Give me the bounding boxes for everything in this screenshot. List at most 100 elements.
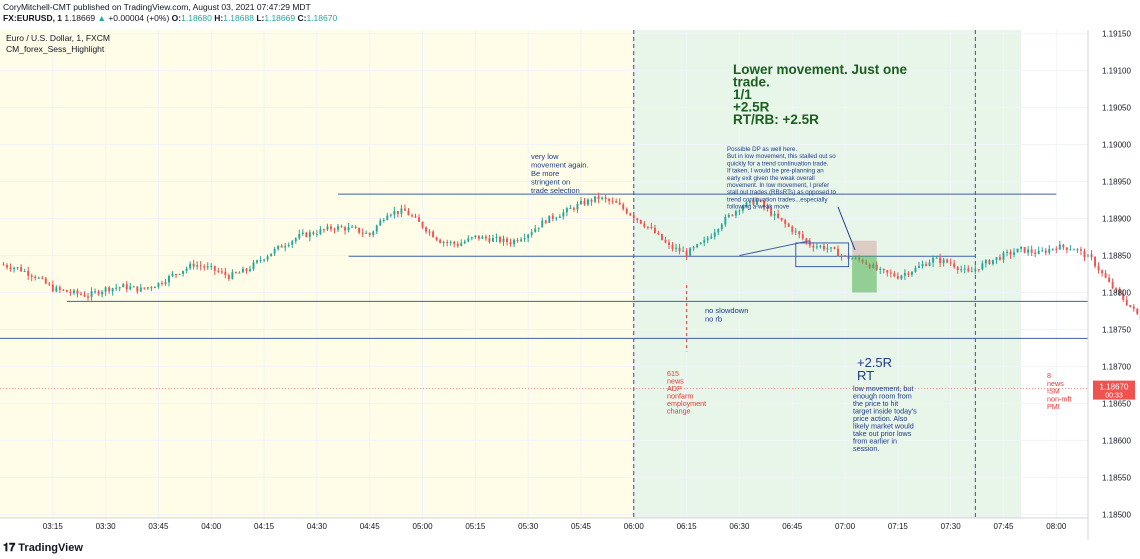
note-low-movement-target: the price to hit xyxy=(853,399,898,408)
candle-body xyxy=(1083,250,1086,258)
candle-body xyxy=(886,270,889,273)
x-tick-label: 06:15 xyxy=(677,522,698,531)
note-news-615: employment xyxy=(667,399,706,408)
candle-body xyxy=(407,210,410,216)
candle-body xyxy=(710,236,713,239)
candle-body xyxy=(432,231,435,238)
candle-body xyxy=(1076,249,1079,251)
candle-body xyxy=(974,269,977,272)
candle-body xyxy=(456,243,459,246)
x-tick-label: 07:15 xyxy=(888,522,909,531)
note-possible-dp: early exit given the weak overall xyxy=(727,175,815,182)
candle-body xyxy=(636,218,639,220)
current-price-label: 1.18670 xyxy=(1100,383,1129,392)
candle-body xyxy=(537,227,540,229)
note-summary: 1/1 xyxy=(733,87,752,102)
candle-body xyxy=(315,233,318,235)
candle-body xyxy=(347,227,350,231)
note-possible-dp: stall out trades (RBsRTs) as opposed to xyxy=(727,189,836,196)
candle-body xyxy=(361,232,364,234)
candle-body xyxy=(273,248,276,254)
candle-body xyxy=(83,294,86,297)
candle-body xyxy=(460,243,463,246)
candle-body xyxy=(446,241,449,243)
note-news-615: nonfarm xyxy=(667,392,693,401)
candle-body xyxy=(611,201,614,203)
candle-body xyxy=(1122,293,1125,300)
candle-body xyxy=(685,250,688,256)
high-value: 1.18688 xyxy=(223,13,254,23)
candle-body xyxy=(682,250,685,252)
candle-body xyxy=(784,220,787,224)
candle-body xyxy=(48,283,51,285)
candle-body xyxy=(1027,249,1030,253)
candle-body xyxy=(622,204,625,209)
close-value: 1.18670 xyxy=(306,13,338,23)
candle-body xyxy=(234,272,237,274)
candle-body xyxy=(1030,249,1033,253)
candle-body xyxy=(893,273,896,277)
candle-body xyxy=(312,232,315,235)
note-news-615: 615 xyxy=(667,369,679,378)
candle-body xyxy=(678,247,681,252)
candle-body xyxy=(20,267,23,272)
candle-body xyxy=(629,213,632,216)
candle-body xyxy=(365,232,368,234)
candle-body xyxy=(833,247,836,249)
axes: 1.18500 1.18550 1.18600 1.18650 1.18700 1.187… xyxy=(0,30,1135,540)
candle-body xyxy=(692,247,695,249)
candle-body xyxy=(178,273,181,275)
candle-body xyxy=(798,231,801,235)
candle-body xyxy=(548,215,551,223)
candle-body xyxy=(94,291,97,293)
candle-body xyxy=(939,257,942,264)
chart-legend: Euro / U.S. Dollar, 1, FXCM CM_forex_Ses… xyxy=(6,33,110,55)
candle-body xyxy=(382,220,385,222)
y-tick-label: 1.18950 xyxy=(1102,178,1131,187)
candle-body xyxy=(182,270,185,274)
y-tick-label: 1.18500 xyxy=(1102,510,1131,519)
candle-body xyxy=(1037,250,1040,254)
candle-body xyxy=(671,244,674,249)
candle-body xyxy=(495,237,498,239)
y-tick-label: 1.19100 xyxy=(1102,67,1131,76)
candle-body xyxy=(101,291,104,295)
candles xyxy=(2,192,1140,321)
candle-body xyxy=(337,226,339,230)
candle-body xyxy=(805,238,808,242)
candle-body xyxy=(157,282,160,287)
candle-body xyxy=(1020,247,1023,249)
candle-body xyxy=(27,270,30,276)
candle-body xyxy=(375,225,378,232)
candle-body xyxy=(925,264,928,266)
candle-body xyxy=(192,263,195,267)
note-rt-result: RT xyxy=(857,368,874,383)
candle-body xyxy=(90,291,93,297)
candle-body xyxy=(653,227,656,234)
candle-body xyxy=(1044,250,1047,253)
candle-body xyxy=(541,220,544,228)
candle-body xyxy=(988,260,991,264)
note-low-movement: movement again. xyxy=(531,161,589,170)
candle-body xyxy=(1009,251,1012,255)
candle-body xyxy=(970,271,973,273)
candle-body xyxy=(576,204,579,210)
up-arrow-icon: ▲ xyxy=(97,13,106,23)
candle-body xyxy=(122,284,125,288)
note-news-8: 8 xyxy=(1047,371,1051,380)
candle-body xyxy=(76,290,79,294)
candle-body xyxy=(403,208,406,211)
candle-body xyxy=(41,277,44,279)
x-tick-label: 08:00 xyxy=(1046,522,1067,531)
candle-body xyxy=(470,237,473,239)
candle-body xyxy=(639,219,642,224)
candle-body xyxy=(713,232,716,237)
candle-body xyxy=(210,265,213,267)
note-news-615: ADP xyxy=(667,384,682,393)
close-label: C: xyxy=(297,13,307,23)
candle-body xyxy=(956,267,959,270)
candle-body xyxy=(914,267,917,272)
candle-body xyxy=(984,260,987,264)
candle-body xyxy=(903,273,906,276)
